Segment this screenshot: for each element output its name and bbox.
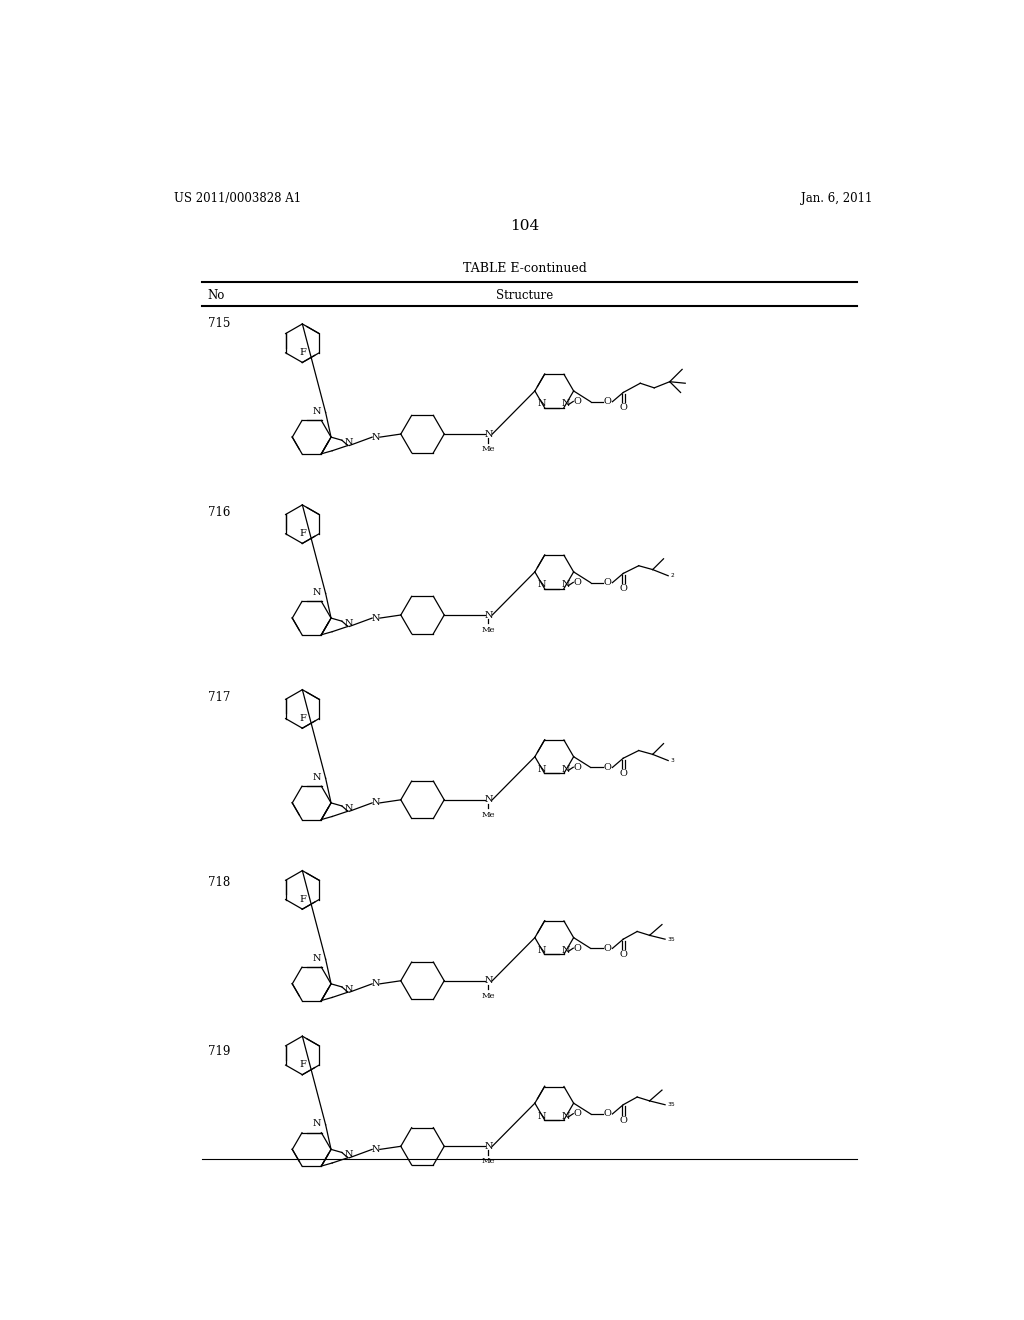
Text: N: N — [484, 429, 493, 438]
Text: O: O — [573, 763, 582, 772]
Text: Me: Me — [481, 1158, 496, 1166]
Text: F: F — [299, 529, 306, 539]
Text: O: O — [620, 770, 627, 777]
Text: N: N — [562, 1111, 570, 1121]
Text: O: O — [573, 578, 582, 587]
Text: 716: 716 — [208, 506, 230, 519]
Text: Jan. 6, 2011: Jan. 6, 2011 — [801, 191, 872, 205]
Text: Me: Me — [481, 445, 496, 453]
Text: N: N — [344, 1150, 352, 1159]
Text: N: N — [372, 433, 380, 442]
Text: No: No — [208, 289, 225, 302]
Text: N: N — [344, 985, 352, 994]
Text: N: N — [312, 408, 321, 416]
Text: O: O — [620, 404, 627, 412]
Text: $_3$: $_3$ — [670, 756, 675, 766]
Text: US 2011/0003828 A1: US 2011/0003828 A1 — [174, 191, 302, 205]
Text: 718: 718 — [208, 875, 230, 888]
Text: O: O — [573, 397, 582, 407]
Text: 104: 104 — [510, 219, 540, 234]
Text: N: N — [538, 946, 547, 954]
Text: $_{35}$: $_{35}$ — [667, 1101, 676, 1109]
Text: Structure: Structure — [497, 289, 553, 302]
Text: N: N — [484, 1142, 493, 1151]
Text: N: N — [344, 619, 352, 628]
Text: N: N — [372, 799, 380, 808]
Text: N: N — [538, 766, 547, 774]
Text: F: F — [299, 895, 306, 904]
Text: F: F — [299, 348, 306, 358]
Text: $_{35}$: $_{35}$ — [667, 935, 676, 944]
Text: N: N — [312, 1119, 321, 1129]
Text: N: N — [344, 438, 352, 447]
Text: O: O — [620, 1115, 627, 1125]
Text: N: N — [538, 581, 547, 589]
Text: N: N — [372, 1144, 380, 1154]
Text: O: O — [573, 944, 582, 953]
Text: Me: Me — [481, 991, 496, 999]
Text: O: O — [604, 578, 611, 587]
Text: N: N — [538, 1111, 547, 1121]
Text: N: N — [538, 399, 547, 408]
Text: 715: 715 — [208, 317, 230, 330]
Text: N: N — [372, 614, 380, 623]
Text: Me: Me — [481, 810, 496, 818]
Text: N: N — [312, 589, 321, 597]
Text: N: N — [484, 611, 493, 619]
Text: Me: Me — [481, 626, 496, 634]
Text: N: N — [484, 977, 493, 985]
Text: F: F — [299, 1060, 306, 1069]
Text: TABLE E-continued: TABLE E-continued — [463, 261, 587, 275]
Text: N: N — [372, 979, 380, 989]
Text: F: F — [299, 714, 306, 723]
Text: O: O — [604, 763, 611, 772]
Text: N: N — [562, 766, 570, 774]
Text: 717: 717 — [208, 690, 230, 704]
Text: O: O — [573, 1109, 582, 1118]
Text: N: N — [344, 804, 352, 813]
Text: $_2$: $_2$ — [670, 572, 675, 581]
Text: O: O — [604, 397, 611, 407]
Text: N: N — [562, 399, 570, 408]
Text: N: N — [312, 774, 321, 781]
Text: O: O — [620, 585, 627, 593]
Text: 719: 719 — [208, 1045, 230, 1059]
Text: O: O — [604, 1110, 611, 1118]
Text: N: N — [312, 954, 321, 962]
Text: N: N — [562, 581, 570, 589]
Text: O: O — [620, 950, 627, 960]
Text: O: O — [604, 944, 611, 953]
Text: N: N — [562, 946, 570, 954]
Text: N: N — [484, 796, 493, 804]
